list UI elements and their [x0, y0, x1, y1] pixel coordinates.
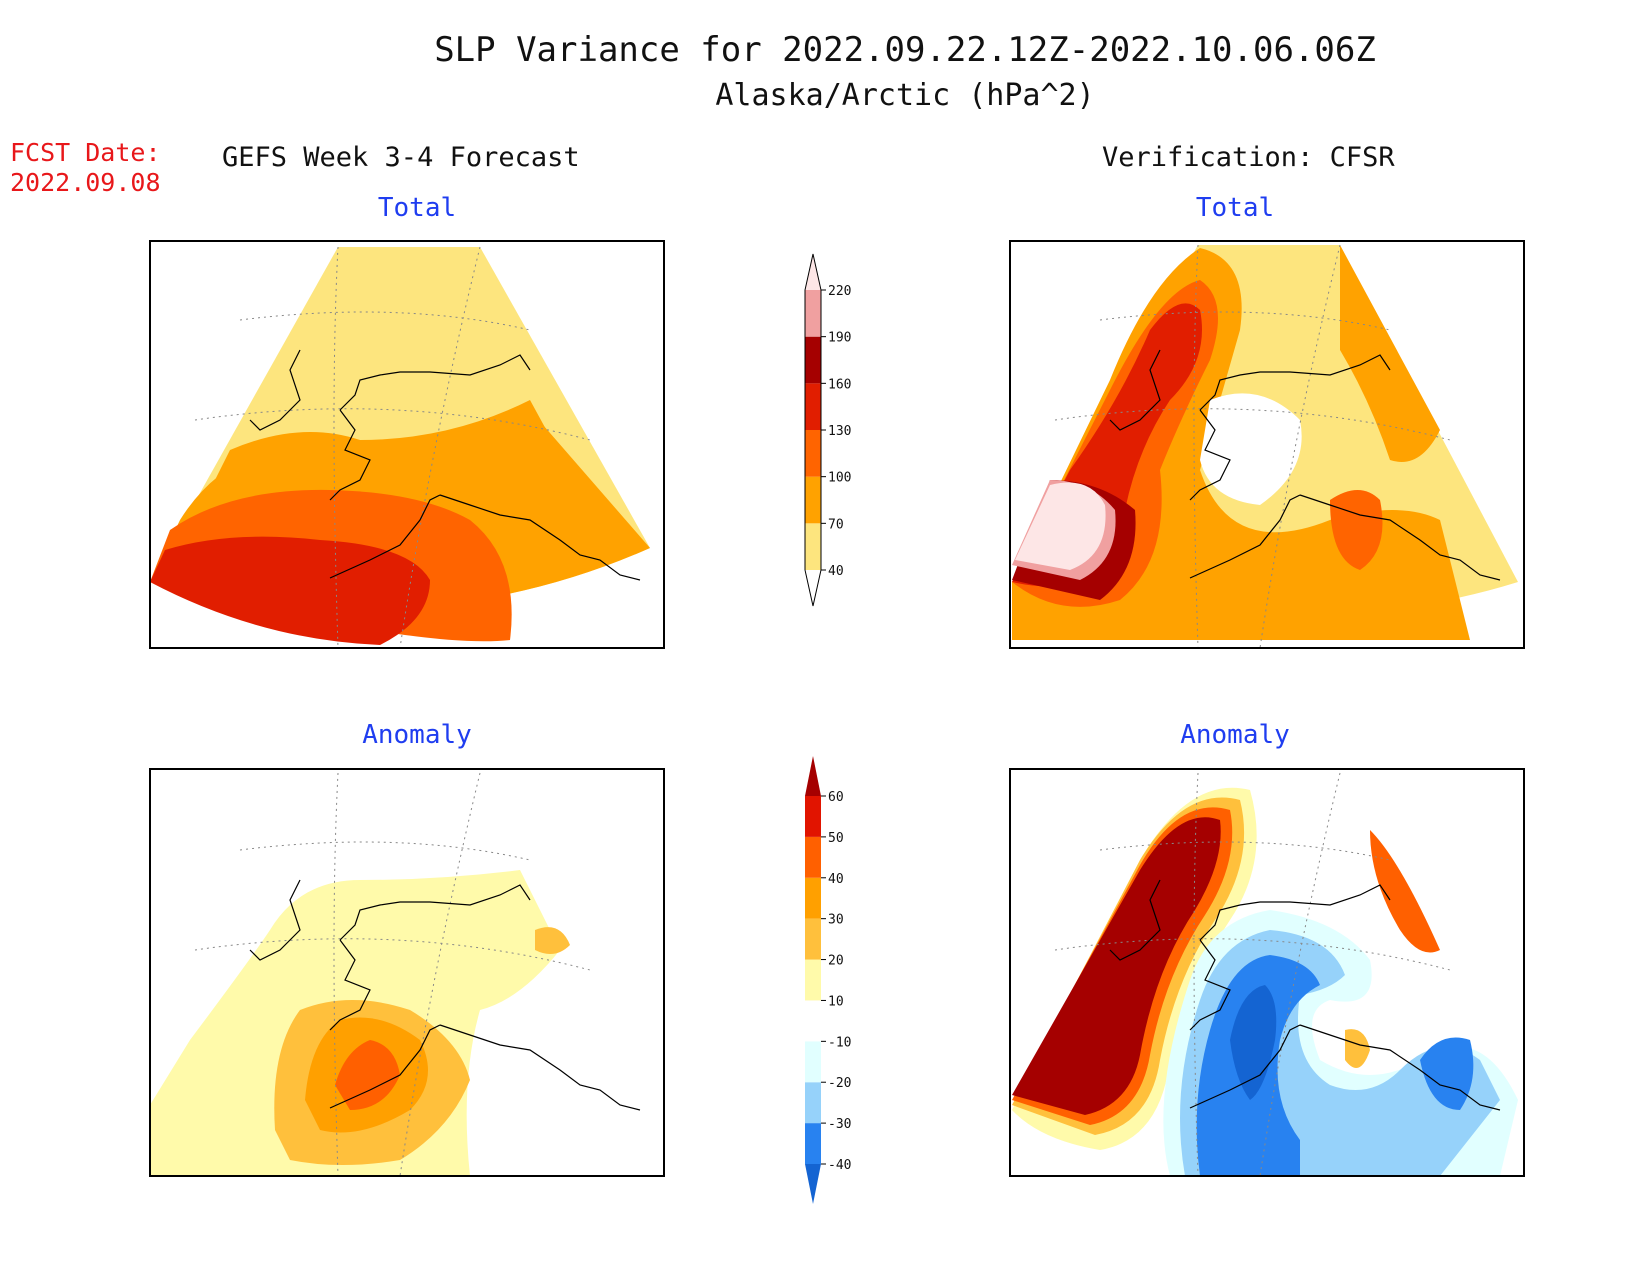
gridlines-d — [1054, 772, 1451, 1176]
contour-220 — [1015, 482, 1106, 570]
left-column-heading: GEFS Week 3-4 Forecast — [222, 142, 580, 173]
forecast-date-value: 2022.09.08 — [10, 168, 161, 197]
right-column-heading: Verification: CFSR — [1102, 142, 1395, 173]
colorbar-label: 220 — [828, 284, 851, 299]
colorbar-swatch — [805, 796, 821, 837]
map-frame-c — [149, 768, 665, 1177]
map-frame-a — [149, 240, 665, 649]
colorbar-label: -10 — [828, 1035, 851, 1050]
colorbar-total: 40 70 100 130 160 190 220 — [804, 253, 851, 607]
colorbar-swatch — [805, 836, 821, 878]
colorbar-swatch — [805, 877, 821, 919]
contour-pos60 — [1012, 817, 1221, 1115]
map-panel-forecast-total — [150, 247, 650, 645]
colorbar-label: 40 — [828, 872, 844, 887]
panel-title-forecast-anomaly: Anomaly — [362, 720, 472, 750]
colorbar-arrow-top — [805, 254, 821, 290]
colorbar-anomaly: -40 -30 -20 -10 10 20 30 40 50 60 — [805, 756, 851, 1204]
colorbar-swatch — [805, 523, 821, 570]
map-frame-d — [1009, 768, 1525, 1177]
colorbar-swatch — [805, 1000, 821, 1042]
colorbar-swatch — [805, 476, 821, 524]
map-panel-forecast-anomaly — [150, 773, 650, 1176]
panel-title-verification-total: Total — [1195, 193, 1275, 223]
panel-title-forecast-total: Total — [377, 193, 457, 223]
forecast-date-label: FCST Date: — [10, 138, 161, 167]
colorbar-swatch — [805, 383, 821, 430]
gridlines-c — [194, 772, 591, 1176]
contour-130 — [150, 536, 430, 645]
colorbar-swatch — [805, 290, 821, 337]
coastline-c — [249, 879, 641, 1111]
colorbar-arrow-bottom — [805, 570, 821, 606]
map-panel-verification-total — [1012, 245, 1518, 640]
colorbar-swatch — [805, 1082, 821, 1124]
colorbar-label: -20 — [828, 1076, 851, 1091]
colorbar-label: 30 — [828, 913, 844, 928]
colorbar-label: -40 — [828, 1158, 851, 1173]
colorbar-label: 70 — [828, 517, 844, 532]
colorbar-label: 100 — [828, 471, 851, 486]
contour-neg30-east — [1420, 1037, 1474, 1110]
colorbar-label: 10 — [828, 994, 844, 1009]
low-variance-hole — [1200, 393, 1302, 505]
contour-40 — [335, 1040, 400, 1110]
panel-title-verification-anomaly: Anomaly — [1180, 720, 1290, 750]
figure-subtitle: Alaska/Arctic (hPa^2) — [715, 78, 1095, 113]
colorbar-label: 40 — [828, 564, 844, 579]
colorbar-label: 60 — [828, 790, 844, 805]
colorbar-swatch — [805, 430, 821, 477]
contour-pos-mid — [1345, 1029, 1370, 1068]
gridlines-a — [194, 246, 591, 648]
map-frame-b — [1009, 240, 1525, 649]
gridlines-b — [1054, 244, 1451, 648]
colorbar-swatch — [805, 959, 821, 1001]
colorbar-arrow-top — [805, 756, 821, 796]
colorbar-arrow-bottom — [805, 1164, 821, 1204]
colorbar-swatch — [805, 1123, 821, 1164]
contour-20-ne — [535, 927, 570, 954]
figure-title: SLP Variance for 2022.09.22.12Z-2022.10.… — [434, 30, 1376, 70]
colorbar-label: 130 — [828, 424, 851, 439]
coastline-d — [1109, 879, 1501, 1111]
map-panel-verification-anomaly — [1012, 773, 1518, 1176]
colorbar-label: 190 — [828, 331, 851, 346]
colorbar-label: 20 — [828, 954, 844, 969]
colorbar-swatch — [805, 918, 821, 960]
contour-70-north — [210, 400, 560, 490]
colorbar-swatch — [805, 1041, 821, 1083]
contour-neg40 — [1230, 985, 1277, 1100]
coastline-b — [1109, 349, 1501, 581]
colorbar-label: 160 — [828, 377, 851, 392]
colorbar-label: -30 — [828, 1117, 851, 1132]
colorbar-swatch — [805, 336, 821, 384]
contour-pos-ne — [1370, 830, 1440, 953]
coastline-a — [249, 349, 641, 581]
colorbar-label: 50 — [828, 831, 844, 846]
contour-70-east — [1340, 245, 1440, 462]
